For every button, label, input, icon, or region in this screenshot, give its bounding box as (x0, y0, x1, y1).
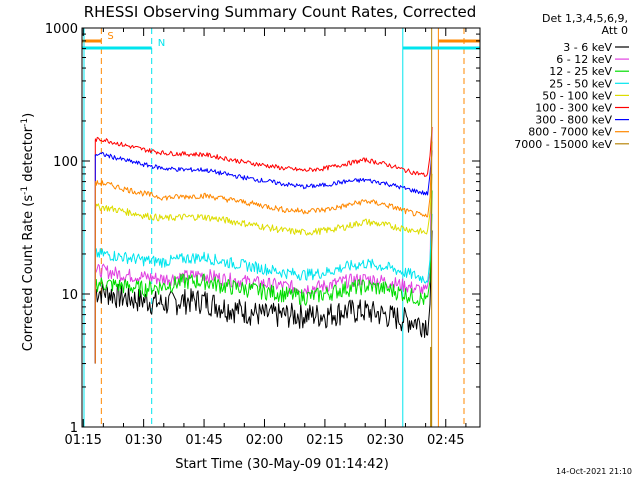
x-tick-label: 02:15 (306, 433, 343, 448)
footer-timestamp: 14-Oct-2021 21:10 (556, 467, 632, 476)
y-tick-label: 10 (61, 288, 78, 303)
legend-header: Att 0 (602, 24, 628, 37)
y-tick-label: 100 (53, 155, 78, 170)
legend-header: Det 1,3,4,5,6,9, (542, 12, 628, 25)
x-tick-label: 02:30 (367, 433, 404, 448)
chart-title: RHESSI Observing Summary Count Rates, Co… (84, 3, 477, 21)
plot-frame (81, 27, 481, 428)
series-line-6 (94, 150, 433, 196)
x-axis-label: Start Time (30-May-09 01:14:42) (175, 457, 389, 472)
flag-label-n: N (158, 38, 165, 49)
x-tick-label: 01:30 (125, 433, 162, 448)
series-line-0 (94, 230, 433, 338)
series-line-3 (94, 213, 433, 284)
x-tick-label: 01:45 (185, 433, 222, 448)
legend-entry-label: 300 - 800 keV (535, 114, 612, 127)
y-axis-label: Corrected Count Rate (s-1 detector-1) (20, 113, 36, 351)
series-line-1 (94, 126, 433, 297)
series-line-4 (94, 173, 433, 236)
flag-label-s: S (107, 31, 113, 42)
y-tick-label: 1000 (45, 22, 78, 37)
x-tick-label: 02:00 (246, 433, 283, 448)
series-line-7 (94, 141, 433, 218)
legend-entry-label: 12 - 25 keV (549, 65, 612, 78)
series-line-5 (94, 126, 433, 177)
legend-entry-label: 800 - 7000 keV (528, 126, 612, 139)
x-tick-label: 02:45 (427, 433, 464, 448)
legend-entry-label: 6 - 12 keV (556, 53, 612, 66)
legend-entry-label: 7000 - 15000 keV (514, 138, 612, 151)
legend-entry-label: 3 - 6 keV (563, 41, 612, 54)
series-line-2 (94, 190, 433, 306)
legend-entry-label: 50 - 100 keV (542, 89, 612, 102)
legend-entry-label: 100 - 300 keV (535, 102, 612, 115)
y-tick-label: 1 (70, 421, 78, 436)
x-tick-label: 01:15 (64, 433, 101, 448)
legend-entry-label: 25 - 50 keV (549, 77, 612, 90)
